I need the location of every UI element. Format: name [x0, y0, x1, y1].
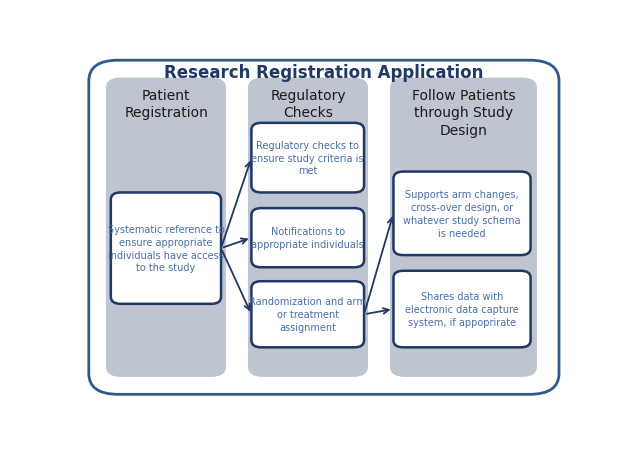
Text: Research Registration Application: Research Registration Application — [164, 64, 483, 82]
Text: Patient
Registration: Patient Registration — [125, 89, 208, 120]
FancyBboxPatch shape — [394, 172, 531, 256]
FancyBboxPatch shape — [390, 78, 537, 377]
FancyBboxPatch shape — [88, 61, 559, 395]
Text: Systematic reference to
ensure appropriate
individuals have access
to the study: Systematic reference to ensure appropria… — [107, 225, 224, 273]
FancyBboxPatch shape — [252, 124, 364, 193]
FancyBboxPatch shape — [394, 271, 531, 348]
Text: Randomization and arm
or treatment
assignment: Randomization and arm or treatment assig… — [249, 297, 366, 332]
FancyBboxPatch shape — [248, 78, 368, 377]
FancyBboxPatch shape — [252, 209, 364, 268]
Text: Notifications to
appropriate individuals: Notifications to appropriate individuals — [252, 227, 364, 249]
Text: Shares data with
electronic data capture
system, if appoprirate: Shares data with electronic data capture… — [405, 292, 519, 327]
FancyBboxPatch shape — [111, 193, 221, 304]
FancyBboxPatch shape — [252, 281, 364, 348]
Text: Regulatory checks to
ensure study criteria is
met: Regulatory checks to ensure study criter… — [252, 141, 364, 176]
Text: Regulatory
Checks: Regulatory Checks — [270, 89, 346, 120]
Text: Supports arm changes,
cross-over design, or
whatever study schema
is needed: Supports arm changes, cross-over design,… — [403, 190, 521, 238]
Text: Follow Patients
through Study
Design: Follow Patients through Study Design — [411, 89, 515, 138]
FancyBboxPatch shape — [106, 78, 226, 377]
